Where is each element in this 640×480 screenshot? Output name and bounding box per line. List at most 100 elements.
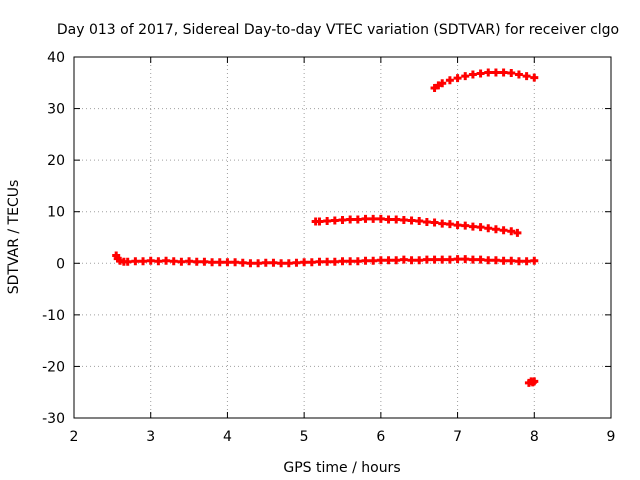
data-point — [162, 256, 171, 265]
data-point — [384, 215, 393, 224]
data-point — [346, 257, 355, 266]
data-point — [330, 216, 339, 225]
data-point — [300, 258, 309, 267]
data-point — [461, 72, 470, 81]
data-point — [399, 255, 408, 264]
data-point — [346, 215, 355, 224]
data-point — [445, 76, 454, 85]
data-point — [484, 256, 493, 265]
data-point — [123, 257, 132, 266]
data-point — [353, 257, 362, 266]
data-point — [369, 256, 378, 265]
data-point — [415, 216, 424, 225]
data-point — [139, 257, 148, 266]
data-point — [514, 257, 523, 266]
data-point — [177, 257, 186, 266]
data-point — [269, 258, 278, 267]
data-point — [499, 68, 508, 77]
data-point — [338, 215, 347, 224]
data-point — [154, 257, 163, 266]
series-2 — [311, 214, 522, 237]
data-point — [323, 257, 332, 266]
data-point — [185, 257, 194, 266]
data-point — [530, 377, 539, 386]
data-point — [361, 214, 370, 223]
data-point — [507, 227, 516, 236]
axis-ticks — [73, 56, 612, 419]
y-tick-label: 10 — [47, 205, 65, 221]
data-point — [453, 221, 462, 230]
x-tick-label: 8 — [530, 429, 539, 445]
data-point — [338, 257, 347, 266]
data-point — [392, 215, 401, 224]
data-point — [422, 218, 431, 227]
data-point — [522, 72, 531, 81]
data-point — [131, 257, 140, 266]
data-point — [513, 228, 522, 237]
data-point — [476, 69, 485, 78]
data-point — [376, 256, 385, 265]
x-tick-label: 7 — [453, 429, 462, 445]
data-point — [231, 258, 240, 267]
grid — [74, 57, 611, 418]
data-point — [522, 257, 531, 266]
data-point — [507, 68, 516, 77]
data-point — [461, 221, 470, 230]
data-point — [530, 256, 539, 265]
data-point — [223, 258, 232, 267]
data-point — [468, 222, 477, 231]
y-tick-label: 0 — [56, 256, 65, 272]
data-point — [453, 255, 462, 264]
plot-frame — [73, 56, 612, 419]
data-point — [192, 257, 201, 266]
data-point — [261, 258, 270, 267]
data-point — [484, 224, 493, 233]
data-point — [361, 256, 370, 265]
data-point — [330, 257, 339, 266]
y-tick-label: 40 — [47, 50, 65, 66]
data-point — [384, 256, 393, 265]
x-tick-labels: 2 3 4 5 6 7 8 9 — [70, 429, 616, 445]
x-tick-label: 3 — [146, 429, 155, 445]
data-point — [292, 258, 301, 267]
data-point — [392, 256, 401, 265]
data-point — [407, 256, 416, 265]
data-point — [307, 258, 316, 267]
data-point — [491, 256, 500, 265]
data-point — [254, 259, 263, 268]
data-point — [430, 255, 439, 264]
series-1 — [112, 251, 539, 268]
series-3 — [430, 68, 539, 92]
data-point — [438, 79, 447, 88]
data-point — [407, 216, 416, 225]
data-point — [284, 259, 293, 268]
x-tick-label: 4 — [223, 429, 232, 445]
data-point — [445, 220, 454, 229]
data-point — [514, 70, 523, 79]
y-axis-label: SDTVAR / TECUs — [6, 180, 22, 295]
x-tick-label: 2 — [70, 429, 79, 445]
data-point — [507, 256, 516, 265]
data-point — [445, 255, 454, 264]
data-point — [208, 258, 217, 267]
data-point — [315, 257, 324, 266]
data-point — [499, 256, 508, 265]
data-point — [422, 255, 431, 264]
data-points — [112, 68, 539, 387]
data-point — [200, 257, 209, 266]
data-point — [376, 214, 385, 223]
data-point — [169, 257, 178, 266]
x-axis-label: GPS time / hours — [283, 460, 400, 476]
y-tick-labels: 40 30 20 10 0 -10 -20 -30 — [42, 50, 65, 427]
y-tick-label: -10 — [42, 308, 65, 324]
data-point — [438, 255, 447, 264]
data-point — [246, 259, 255, 268]
data-point — [476, 255, 485, 264]
data-point — [415, 256, 424, 265]
data-point — [438, 219, 447, 228]
data-point — [530, 73, 539, 82]
data-point — [399, 215, 408, 224]
series-4 — [524, 377, 539, 387]
y-tick-label: -20 — [42, 359, 65, 375]
data-point — [453, 74, 462, 83]
